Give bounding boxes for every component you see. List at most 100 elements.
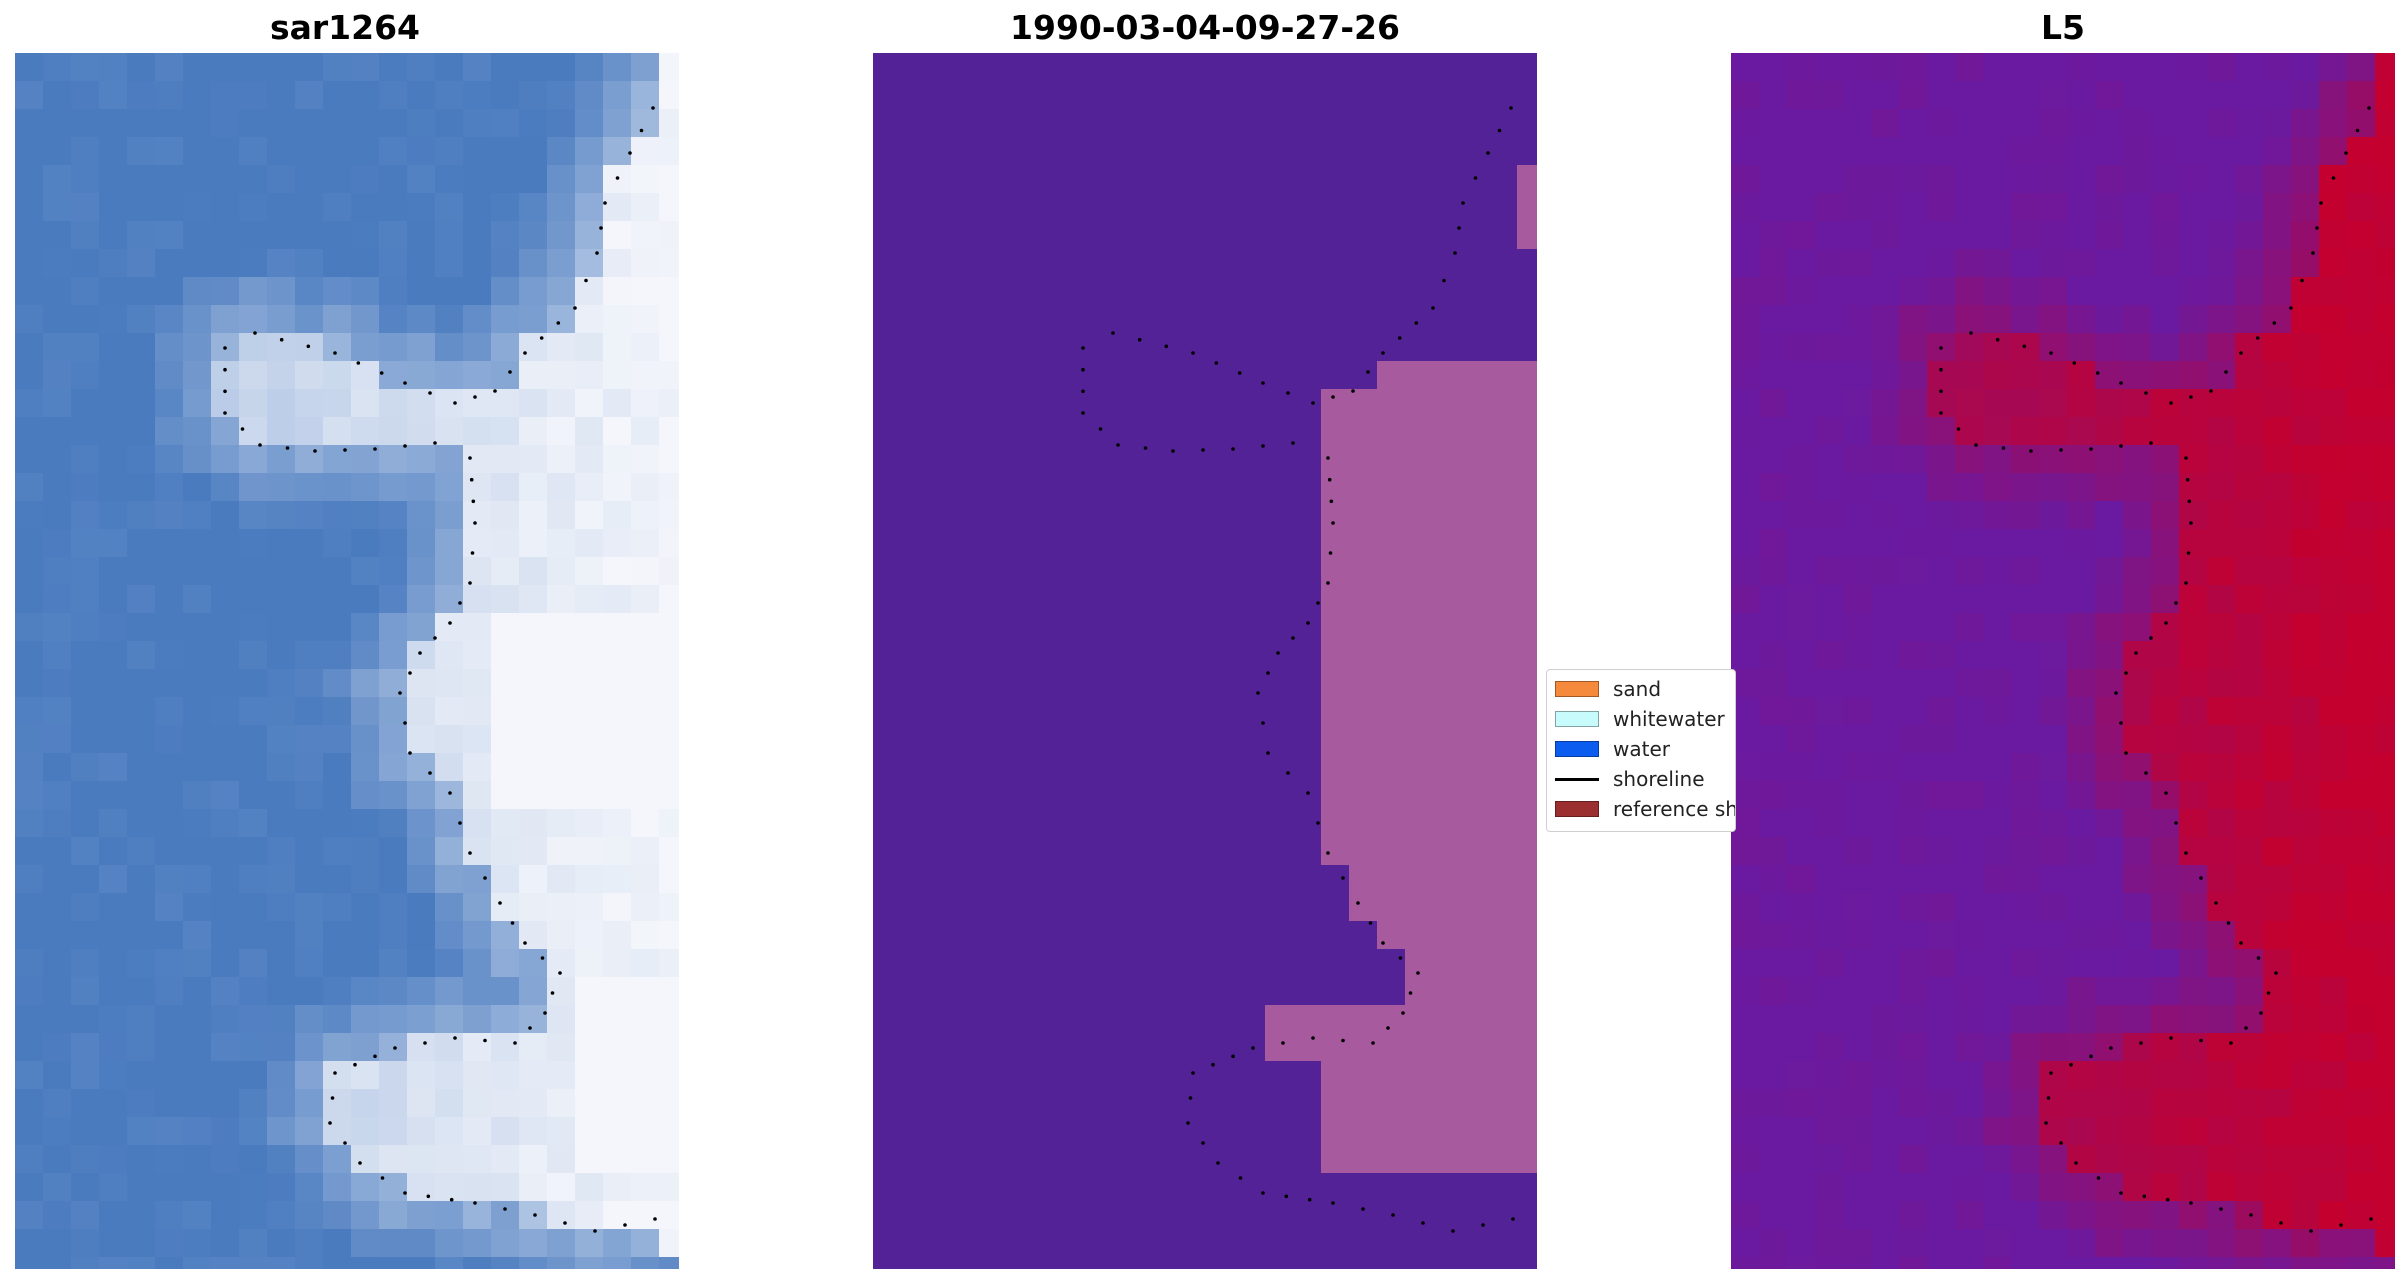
sar-pixel: [239, 893, 267, 921]
index-pixel: [2039, 977, 2067, 1005]
index-pixel: [2011, 809, 2039, 837]
index-pixel: [1787, 641, 1815, 669]
class-pixel: [1013, 305, 1041, 333]
shoreline-point: [593, 1229, 597, 1233]
sar-pixel: [575, 221, 603, 249]
index-pixel: [2123, 557, 2151, 585]
sar-pixel: [71, 221, 99, 249]
shoreline-point: [498, 901, 502, 905]
shoreline-point: [2046, 1096, 2051, 1100]
sar-pixel: [659, 753, 679, 781]
sar-pixel: [435, 529, 463, 557]
index-pixel: [2123, 53, 2151, 81]
index-pixel: [2179, 1173, 2207, 1201]
sar-pixel: [267, 921, 295, 949]
index-pixel: [2347, 165, 2375, 193]
sar-pixel: [379, 669, 407, 697]
index-pixel: [2123, 1201, 2151, 1229]
class-pixel: [1181, 1005, 1209, 1033]
class-pixel: [1517, 1145, 1537, 1173]
class-pixel: [1069, 501, 1097, 529]
index-pixel: [2207, 613, 2235, 641]
sar-pixel: [659, 473, 679, 501]
index-pixel: [2235, 137, 2263, 165]
class-pixel: [1349, 473, 1377, 501]
index-pixel: [1843, 109, 1871, 137]
class-pixel: [1209, 501, 1237, 529]
index-pixel: [2207, 81, 2235, 109]
index-pixel: [2039, 893, 2067, 921]
class-pixel: [1349, 865, 1377, 893]
class-pixel: [1125, 1005, 1153, 1033]
class-pixel: [1097, 1117, 1125, 1145]
shoreline-point: [2089, 447, 2093, 451]
shoreline-point: [1291, 636, 1295, 640]
sar-pixel: [547, 725, 575, 753]
sar-pixel: [211, 669, 239, 697]
index-pixel: [2207, 1117, 2235, 1145]
index-pixel: [2067, 585, 2095, 613]
sar-pixel: [519, 753, 547, 781]
sar-pixel: [183, 641, 211, 669]
sar-pixel: [127, 501, 155, 529]
index-pixel: [1927, 585, 1955, 613]
class-pixel: [1209, 1173, 1237, 1201]
index-pixel: [1871, 1229, 1899, 1257]
index-pixel: [2011, 1005, 2039, 1033]
index-pixel: [2095, 249, 2123, 277]
shoreline-point: [2142, 1194, 2147, 1199]
index-pixel: [2067, 333, 2095, 361]
sar-pixel: [127, 417, 155, 445]
sar-pixel: [379, 193, 407, 221]
sar-pixel: [659, 1173, 679, 1201]
class-pixel: [1069, 249, 1097, 277]
index-pixel: [2207, 837, 2235, 865]
class-pixel: [1181, 1089, 1209, 1117]
sar-pixel: [155, 529, 183, 557]
class-pixel: [1237, 1005, 1265, 1033]
class-pixel: [957, 921, 985, 949]
sar-pixel: [323, 501, 351, 529]
sar-pixel: [547, 837, 575, 865]
index-pixel: [2151, 753, 2179, 781]
index-pixel: [1871, 305, 1899, 333]
sar-pixel: [71, 333, 99, 361]
index-pixel: [1759, 1089, 1787, 1117]
class-pixel: [985, 1173, 1013, 1201]
class-pixel: [1321, 305, 1349, 333]
sar-pixel: [295, 137, 323, 165]
index-pixel: [2235, 669, 2263, 697]
shoreline-point: [563, 1221, 567, 1225]
index-pixel: [2207, 1033, 2235, 1061]
shoreline-point: [623, 1223, 627, 1227]
class-pixel: [1433, 977, 1461, 1005]
sar-pixel: [631, 361, 659, 389]
shoreline-point: [2226, 921, 2231, 925]
shoreline-point: [653, 1217, 657, 1221]
class-pixel: [873, 837, 901, 865]
index-pixel: [1927, 1033, 1955, 1061]
shoreline-point: [1316, 601, 1320, 605]
shoreline-point: [1939, 389, 1943, 394]
sar-pixel: [547, 1145, 575, 1173]
class-pixel: [1293, 53, 1321, 81]
sar-pixel: [631, 865, 659, 893]
shoreline-point: [1974, 443, 1978, 447]
sar-pixel: [659, 445, 679, 473]
index-pixel: [2151, 585, 2179, 613]
index-pixel: [2235, 613, 2263, 641]
index-pixel: [2263, 1173, 2291, 1201]
shoreline-point: [1329, 499, 1334, 504]
sar-pixel: [351, 473, 379, 501]
sar-pixel: [407, 445, 435, 473]
index-pixel: [1899, 585, 1927, 613]
sar-pixel: [659, 585, 679, 613]
sar-pixel: [295, 165, 323, 193]
class-pixel: [1153, 109, 1181, 137]
index-pixel: [2291, 697, 2319, 725]
sar-pixel: [239, 165, 267, 193]
sar-pixel: [407, 333, 435, 361]
class-pixel: [957, 529, 985, 557]
sar-pixel: [71, 725, 99, 753]
class-pixel: [1517, 949, 1537, 977]
